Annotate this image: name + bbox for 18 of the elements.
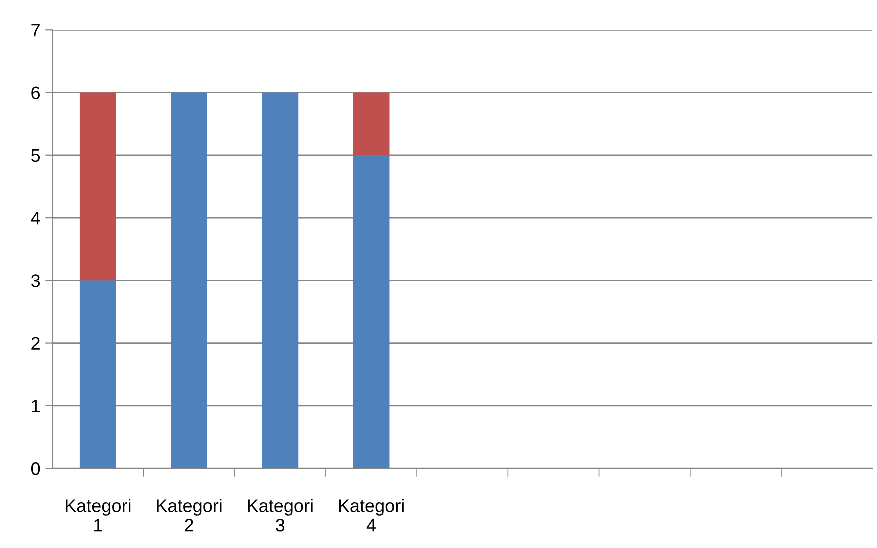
y-tick-label: 7 [32,24,40,37]
y-tick-label: 6 [32,86,40,100]
x-tick-label: Kategori 1 [66,499,131,532]
bar [353,155,390,469]
bar [353,92,390,156]
y-tick-label: 0 [31,462,40,476]
y-tick-label: 4 [31,212,40,225]
y-tick-label: 2 [32,337,40,350]
y-tick-label: 3 [31,274,40,288]
bar [80,92,116,281]
bar [80,280,116,469]
y-tick-label: 5 [31,150,40,162]
bar [171,92,208,469]
x-tick-label: Kategori 2 [157,499,222,532]
y-tick-label: 1 [32,400,40,412]
x-tick-label: Kategori 3 [248,499,313,532]
x-tick-label: Kategori 4 [339,499,404,532]
bar [262,92,299,469]
